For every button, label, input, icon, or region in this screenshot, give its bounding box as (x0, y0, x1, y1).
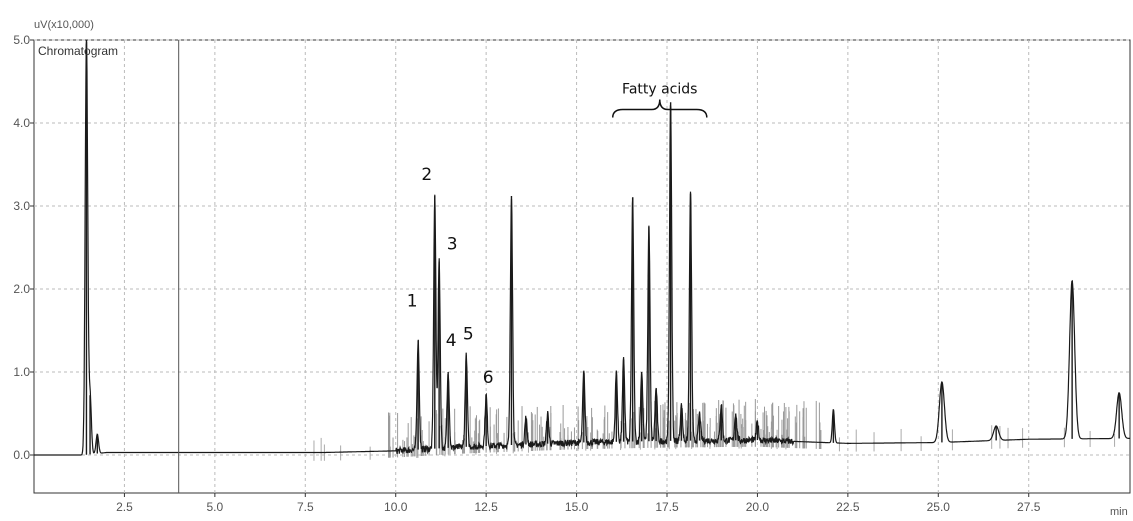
peak-label: 3 (447, 235, 458, 255)
peak-label: 1 (407, 291, 418, 311)
x-tick-label: 5.0 (207, 500, 224, 514)
peak-labels: 1 2 3 4 5 6 (407, 165, 494, 388)
peak-label: 2 (421, 165, 432, 185)
y-tick-label: 5.0 (13, 33, 30, 47)
x-tick-label: 25.0 (927, 500, 951, 514)
x-tick-label: 20.0 (746, 500, 770, 514)
x-tick-label: 10.0 (384, 500, 408, 514)
fatty-acids-bracket (611, 99, 708, 118)
y-tick-label: 1.0 (13, 365, 30, 379)
y-tick-label: 2.0 (13, 282, 30, 296)
y-tick-label: 0.0 (13, 448, 30, 462)
x-tick-label: 15.0 (565, 500, 589, 514)
y-tick-label: 4.0 (13, 116, 30, 130)
x-tick-label: 17.5 (655, 500, 679, 514)
x-axis-ticks: 2.5 5.0 7.5 10.0 12.5 15.0 17.5 20.0 22.5 25.0 27.… (116, 493, 1041, 514)
annotations: Fatty acids (611, 82, 708, 118)
chromatogram-trace (34, 41, 1130, 456)
y-unit-label: uV(x10,000) (34, 19, 94, 31)
peak-label: 5 (463, 324, 474, 344)
y-axis-ticks: 0.0 1.0 2.0 3.0 4.0 5.0 (13, 33, 34, 462)
x-tick-label: 22.5 (836, 500, 860, 514)
x-tick-label: 7.5 (297, 500, 314, 514)
x-tick-label: 2.5 (116, 500, 133, 514)
peak-label: 6 (483, 368, 494, 388)
peak-label: 4 (446, 331, 457, 351)
fatty-acids-label: Fatty acids (622, 82, 697, 98)
y-tick-label: 3.0 (13, 199, 30, 213)
x-tick-label: 27.5 (1017, 500, 1041, 514)
legend-label: Chromatogram (38, 44, 118, 58)
grid-lines (34, 39, 1130, 493)
trace-group (34, 40, 1130, 456)
x-tick-label: 12.5 (474, 500, 498, 514)
x-unit-label: min (1110, 506, 1128, 518)
